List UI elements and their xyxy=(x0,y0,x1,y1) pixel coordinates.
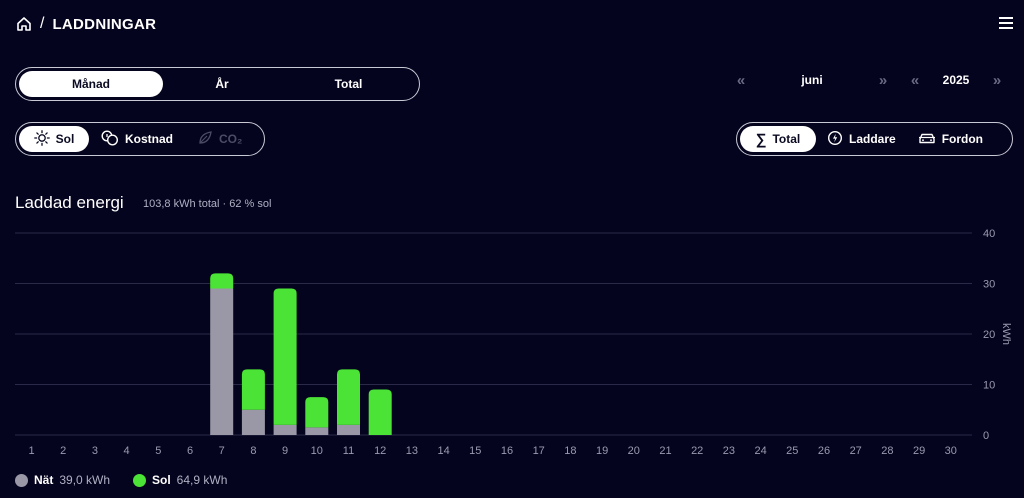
tab-laddare[interactable]: Laddare xyxy=(816,126,907,152)
bar-sol-day-11 xyxy=(337,369,360,425)
x-tick-label: 23 xyxy=(723,445,735,457)
tab-fordon-label: Fordon xyxy=(941,132,984,146)
x-tick-label: 13 xyxy=(406,445,418,457)
x-tick-label: 25 xyxy=(786,445,798,457)
x-tick-label: 26 xyxy=(818,445,830,457)
scope-selector: ∑ Total Laddare Fordon xyxy=(736,122,1013,156)
year-navigation: « 2025 » xyxy=(905,70,1007,90)
next-month-button[interactable]: » xyxy=(878,71,888,89)
x-tick-label: 21 xyxy=(659,445,671,457)
x-tick-label: 12 xyxy=(374,445,386,457)
tab-month[interactable]: Månad xyxy=(19,71,163,97)
bar-sol-day-12 xyxy=(368,389,392,435)
x-tick-label: 10 xyxy=(311,445,323,457)
bar-nat-day-11 xyxy=(337,424,360,435)
bar-sol-day-8 xyxy=(241,369,265,410)
bar-nat-day-8 xyxy=(241,409,265,435)
x-tick-label: 19 xyxy=(596,445,608,457)
breadcrumb-separator: / xyxy=(40,15,45,32)
legend-label-sol: Sol xyxy=(152,473,171,487)
tab-laddare-label: Laddare xyxy=(849,132,896,146)
sigma-icon: ∑ xyxy=(755,130,767,148)
home-icon[interactable] xyxy=(16,16,32,32)
x-tick-label: 18 xyxy=(564,445,576,457)
legend-swatch-nat xyxy=(15,473,28,487)
tab-total[interactable]: Total xyxy=(334,77,363,91)
x-tick-label: 27 xyxy=(850,445,862,457)
x-tick-label: 6 xyxy=(187,445,193,457)
x-tick-label: 14 xyxy=(437,445,449,457)
coins-icon xyxy=(101,129,119,149)
legend-item-nat: Nät 39,0 kWh xyxy=(15,473,110,487)
chart-title: Laddad energi xyxy=(15,193,124,212)
x-tick-label: 30 xyxy=(945,445,957,457)
tab-year[interactable]: År xyxy=(215,77,229,91)
tab-sol-label: Sol xyxy=(55,132,75,146)
month-label: juni xyxy=(801,73,823,87)
next-year-button[interactable]: » xyxy=(992,71,1002,89)
x-tick-label: 5 xyxy=(155,445,161,457)
x-tick-label: 28 xyxy=(881,445,893,457)
bar-nat-day-7 xyxy=(210,288,234,435)
chart-summary: 103,8 kWh total · 62 % sol xyxy=(143,198,272,210)
y-axis-label: kWh xyxy=(1000,323,1012,345)
x-tick-label: 20 xyxy=(628,445,640,457)
tab-scope-total[interactable]: ∑ Total xyxy=(740,126,816,152)
tab-kostnad-label: Kostnad xyxy=(125,132,173,146)
tab-co2-label: CO₂ xyxy=(219,132,243,146)
bar-nat-day-9 xyxy=(273,424,297,435)
y-tick-label: 30 xyxy=(983,279,995,291)
x-tick-label: 4 xyxy=(124,445,130,457)
x-tick-label: 7 xyxy=(219,445,225,457)
tab-kostnad[interactable]: Kostnad xyxy=(89,126,185,152)
page-title: LADDNINGAR xyxy=(52,15,157,33)
metric-selector: Sol Kostnad CO₂ xyxy=(15,122,265,156)
year-label: 2025 xyxy=(942,73,970,87)
sun-icon xyxy=(33,129,50,149)
previous-month-button[interactable]: « xyxy=(736,71,746,89)
legend-swatch-sol xyxy=(133,473,146,487)
tab-sol[interactable]: Sol xyxy=(19,126,89,152)
y-tick-label: 20 xyxy=(983,329,995,341)
x-tick-label: 11 xyxy=(343,445,354,457)
legend-item-sol: Sol 64,9 kWh xyxy=(133,473,227,487)
y-tick-label: 40 xyxy=(983,228,995,240)
car-icon xyxy=(918,131,936,148)
x-tick-label: 29 xyxy=(913,445,925,457)
bar-sol-day-9 xyxy=(273,288,297,425)
previous-year-button[interactable]: « xyxy=(910,71,920,89)
bar-sol-day-10 xyxy=(305,397,329,428)
y-tick-label: 0 xyxy=(983,430,989,442)
tab-scope-total-label: Total xyxy=(772,132,801,146)
month-navigation: « juni » xyxy=(731,70,893,90)
period-selector: Månad År Total xyxy=(15,67,420,101)
legend-label-nat: Nät xyxy=(34,473,54,487)
x-tick-label: 2 xyxy=(60,445,66,457)
legend-value-sol: 64,9 kWh xyxy=(176,473,228,487)
bar-sol-day-7 xyxy=(210,273,234,289)
x-tick-label: 22 xyxy=(691,445,703,457)
breadcrumb: / LADDNINGAR xyxy=(16,12,156,36)
x-tick-label: 16 xyxy=(501,445,513,457)
x-tick-label: 9 xyxy=(282,445,288,457)
tab-fordon[interactable]: Fordon xyxy=(907,126,994,152)
leaf-icon xyxy=(197,130,213,149)
x-tick-label: 3 xyxy=(92,445,98,457)
x-tick-label: 15 xyxy=(469,445,481,457)
y-tick-label: 10 xyxy=(983,380,995,392)
charger-icon xyxy=(827,130,843,149)
x-tick-label: 1 xyxy=(28,445,34,457)
bar-nat-day-10 xyxy=(305,427,329,435)
tab-co2[interactable]: CO₂ xyxy=(185,126,254,152)
hamburger-menu-icon[interactable] xyxy=(999,16,1013,29)
x-tick-label: 8 xyxy=(250,445,256,457)
x-tick-label: 24 xyxy=(754,445,766,457)
legend-value-nat: 39,0 kWh xyxy=(59,473,111,487)
x-tick-label: 17 xyxy=(533,445,545,457)
